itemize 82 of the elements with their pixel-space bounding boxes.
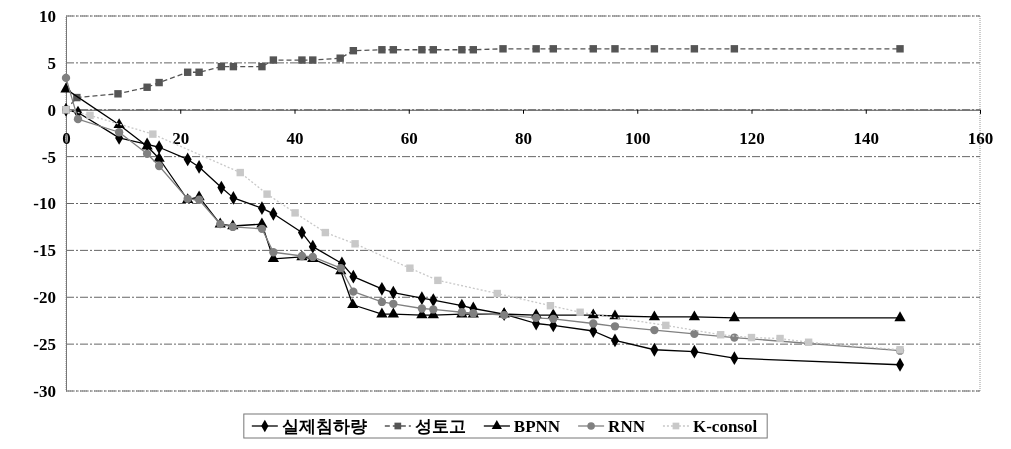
point: [154, 161, 164, 171]
point: [378, 46, 386, 54]
x-tick-label: 40: [286, 128, 304, 148]
point: [257, 224, 267, 233]
point: [349, 287, 358, 296]
x-tick-label: 0: [62, 128, 71, 148]
legend-label: K-consol: [692, 417, 758, 436]
point: [351, 240, 359, 248]
point: [417, 304, 427, 313]
point: [650, 45, 659, 53]
point: [728, 311, 740, 322]
point: [86, 111, 94, 120]
point: [377, 297, 387, 307]
point: [532, 45, 540, 53]
point: [576, 308, 584, 316]
point: [776, 334, 784, 343]
point: [662, 321, 670, 330]
point: [894, 311, 906, 322]
point: [549, 45, 557, 53]
point: [589, 45, 597, 53]
point: [549, 314, 558, 323]
point: [531, 313, 541, 323]
point: [650, 325, 659, 335]
y-tick-label: -30: [33, 381, 56, 401]
y-tick-label: -5: [41, 147, 56, 167]
y-tick-label: -15: [33, 241, 56, 261]
point: [269, 248, 278, 257]
y-tick-label: 10: [39, 6, 56, 26]
point: [298, 56, 306, 64]
x-tick-label: 20: [172, 128, 190, 148]
point: [376, 307, 388, 318]
point: [194, 195, 204, 204]
x-tick-label: 160: [967, 128, 994, 148]
point: [269, 56, 278, 64]
y-tick-label: 0: [47, 100, 56, 120]
point: [690, 329, 699, 338]
legend-label: 성토고: [414, 417, 466, 436]
point: [195, 68, 203, 76]
point: [155, 78, 163, 87]
y-tick-label: 5: [47, 53, 56, 73]
point: [142, 149, 152, 158]
point: [690, 45, 699, 53]
point: [429, 305, 438, 314]
point: [589, 319, 598, 328]
point: [143, 83, 151, 91]
point: [499, 45, 507, 53]
point: [73, 114, 83, 124]
point: [336, 54, 344, 62]
point: [611, 45, 619, 53]
legend-label: BPNN: [513, 417, 561, 436]
point: [263, 190, 271, 198]
point: [406, 264, 414, 272]
legend-label: RNN: [608, 417, 646, 436]
point: [153, 151, 165, 162]
y-tick-label: -10: [33, 194, 56, 214]
point: [291, 209, 299, 217]
point: [258, 62, 266, 71]
point: [648, 310, 661, 321]
y-tick-label: -20: [33, 288, 56, 308]
point: [114, 90, 122, 98]
point: [114, 128, 124, 137]
x-tick-label: 140: [853, 128, 879, 148]
point: [730, 45, 739, 53]
x-tick-label: 60: [400, 128, 418, 148]
x-tick-label: 120: [739, 128, 765, 148]
x-tick-label: 100: [625, 128, 651, 148]
point: [113, 118, 125, 128]
point: [458, 46, 466, 54]
point: [309, 56, 317, 64]
point: [149, 130, 157, 138]
legend-label: 실제침하량: [281, 417, 367, 436]
x-tick-label: 80: [515, 128, 532, 148]
point: [389, 299, 398, 308]
point: [387, 307, 399, 318]
point: [418, 46, 426, 54]
point: [896, 45, 904, 53]
y-tick-label: -25: [33, 335, 56, 355]
point: [61, 73, 71, 83]
point: [434, 276, 442, 285]
point: [688, 310, 701, 321]
point: [610, 322, 620, 331]
point: [347, 298, 359, 308]
